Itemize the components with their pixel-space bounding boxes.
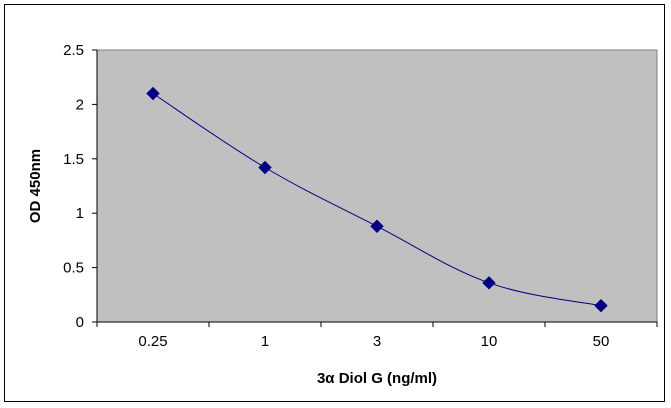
x-tick-label: 1 [261,333,269,350]
x-tick-label: 10 [481,333,498,350]
y-axis-title: OD 450nm [27,149,44,223]
y-tick-label: 0.5 [63,260,84,277]
x-axis-title: 3α Diol G (ng/ml) [317,370,437,387]
x-tick-label: 3 [373,333,381,350]
data-point [146,86,160,101]
y-tick-label: 1.5 [63,151,84,168]
x-tick-label: 0.25 [138,333,167,350]
y-axis: 0 0.5 1 1.5 2 2.5 [63,42,98,331]
data-point [258,160,272,175]
y-tick-label: 2.5 [63,42,84,59]
x-tick-label: 50 [593,333,610,350]
y-tick-label: 2 [76,96,84,113]
data-markers [146,86,608,313]
x-axis: 0.25 1 3 10 50 [96,321,658,350]
data-point [482,276,496,290]
y-tick-label: 1 [76,205,84,222]
data-point [370,219,384,233]
y-tick-label: 0 [76,314,84,331]
data-point [594,298,608,313]
plot-area [96,49,658,323]
